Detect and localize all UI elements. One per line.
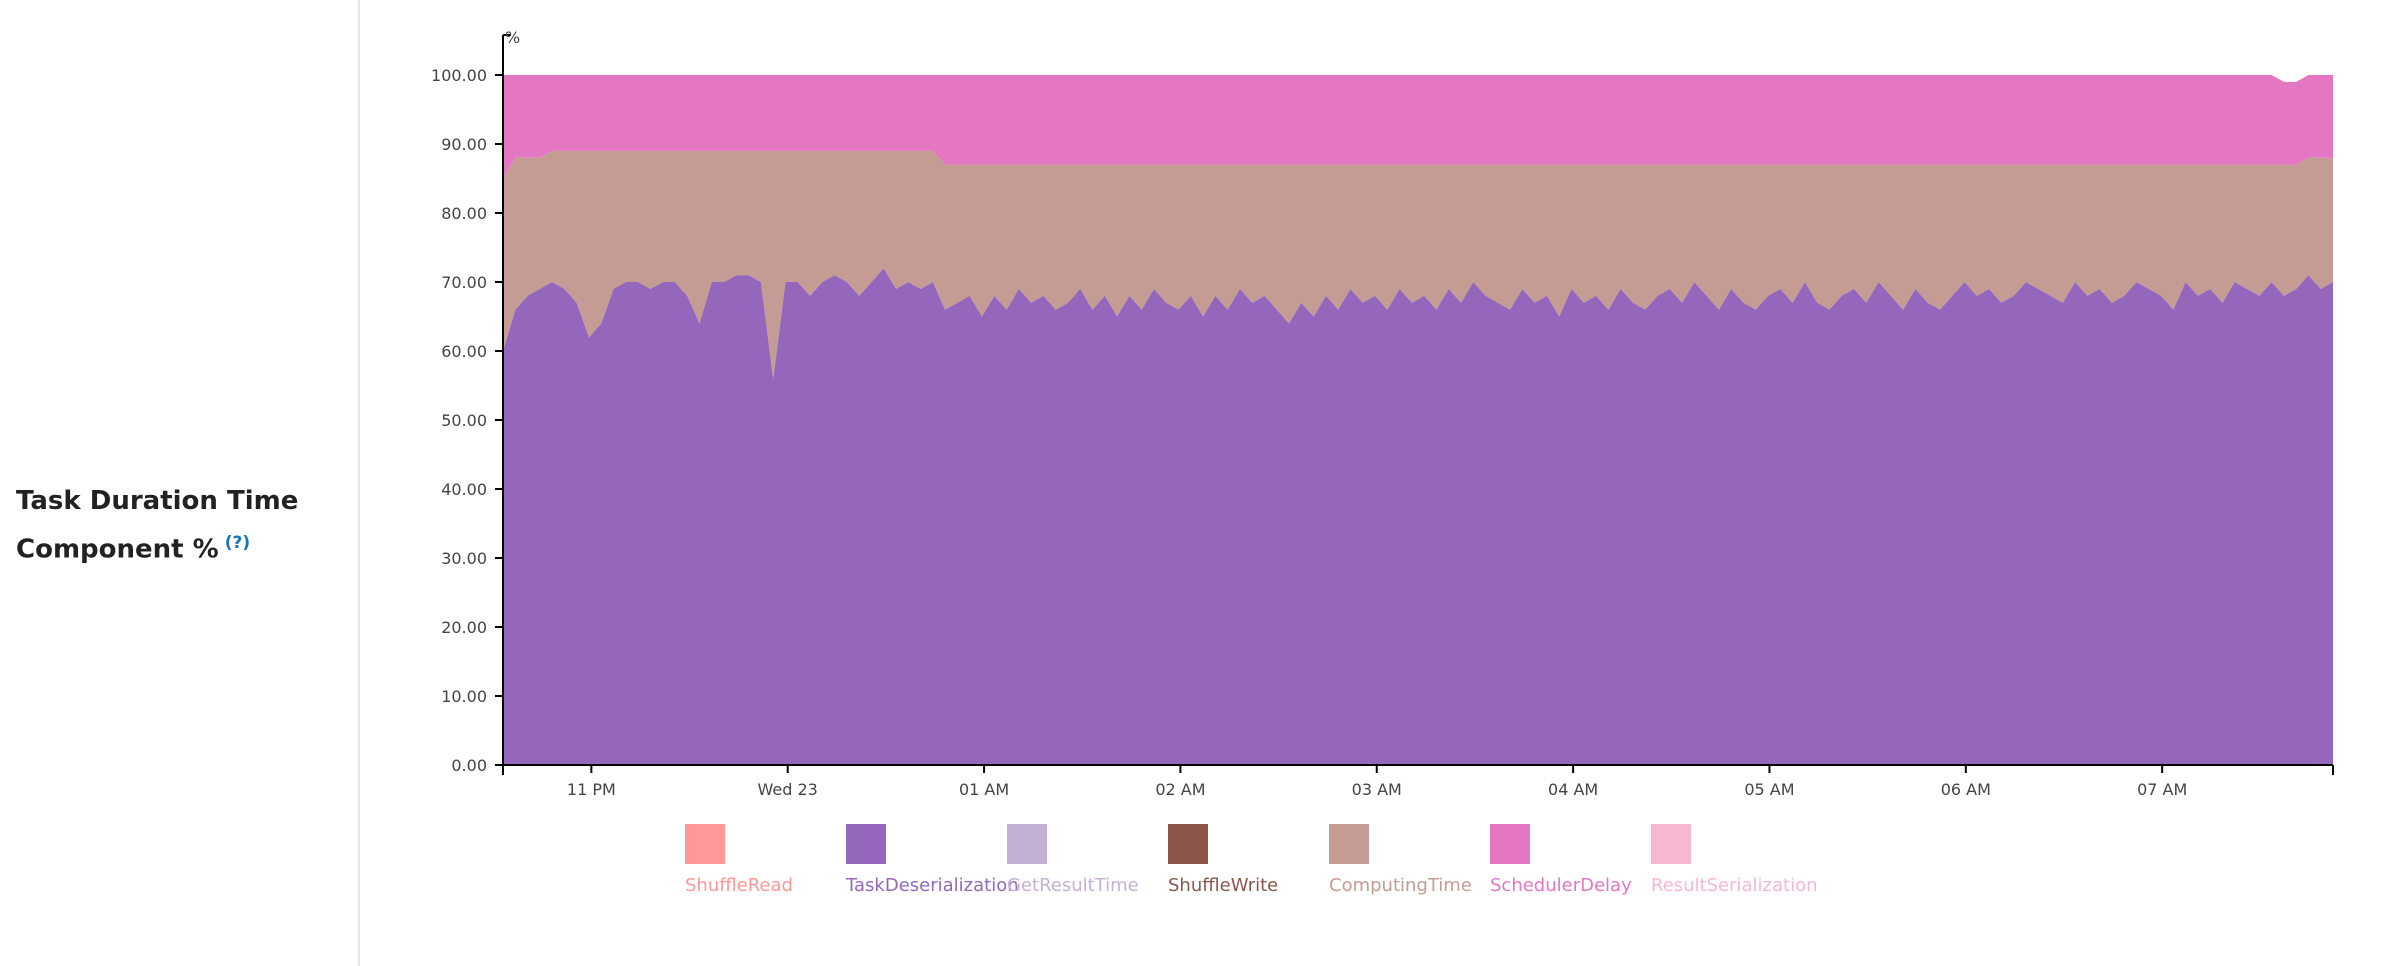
- y-tick-label: 70.00: [441, 273, 487, 292]
- y-axis-unit: %: [505, 28, 520, 47]
- x-tick-label: 03 AM: [1352, 780, 1402, 799]
- area-computingtime: [503, 150, 2333, 379]
- legend-swatch-computingtime: [1329, 824, 1369, 864]
- y-tick-label: 20.00: [441, 618, 487, 637]
- x-tick-label: 02 AM: [1155, 780, 1205, 799]
- help-link[interactable]: (?): [224, 533, 251, 553]
- legend-label-resultserialization: ResultSerialization: [1651, 875, 1818, 896]
- legend-swatch-resultserialization: [1651, 824, 1691, 864]
- x-tick-label: 11 PM: [567, 780, 616, 799]
- legend-label-getresulttime: GetResultTime: [1007, 875, 1139, 896]
- x-tick-label: 06 AM: [1941, 780, 1991, 799]
- legend-swatch-shufflewrite: [1168, 824, 1208, 864]
- x-tick-label: Wed 23: [758, 780, 818, 799]
- y-tick-label: 10.00: [441, 687, 487, 706]
- y-tick-label: 90.00: [441, 135, 487, 154]
- x-tick-label: 01 AM: [959, 780, 1009, 799]
- legend-label-schedulerdelay: SchedulerDelay: [1490, 875, 1632, 896]
- x-tick-label: 04 AM: [1548, 780, 1598, 799]
- legend-swatch-taskdeserialization: [846, 824, 886, 864]
- y-tick-label: 50.00: [441, 411, 487, 430]
- area-taskdeserialization: [503, 268, 2333, 765]
- legend-swatch-schedulerdelay: [1490, 824, 1530, 864]
- y-tick-label: 60.00: [441, 342, 487, 361]
- metric-title: Task Duration Time Component % (?): [16, 480, 336, 571]
- metric-title-text: Task Duration Time Component %: [16, 486, 299, 565]
- legend-swatch-getresulttime: [1007, 824, 1047, 864]
- y-tick-label: 30.00: [441, 549, 487, 568]
- legend-label-shuffleread: ShuffleRead: [685, 875, 793, 896]
- y-tick-label: 80.00: [441, 204, 487, 223]
- area-schedulerdelay: [503, 75, 2333, 179]
- y-tick-label: 0.00: [451, 756, 487, 775]
- metric-panel: Task Duration Time Component % (?): [0, 0, 360, 966]
- legend-label-shufflewrite: ShuffleWrite: [1168, 875, 1278, 896]
- legend-swatch-shuffleread: [685, 824, 725, 864]
- legend-label-taskdeserialization: TaskDeserialization: [845, 875, 1019, 896]
- x-tick-label: 07 AM: [2137, 780, 2187, 799]
- legend-label-computingtime: ComputingTime: [1329, 875, 1472, 896]
- x-tick-label: 05 AM: [1744, 780, 1794, 799]
- y-tick-label: 40.00: [441, 480, 487, 499]
- y-tick-label: 100.00: [431, 66, 487, 85]
